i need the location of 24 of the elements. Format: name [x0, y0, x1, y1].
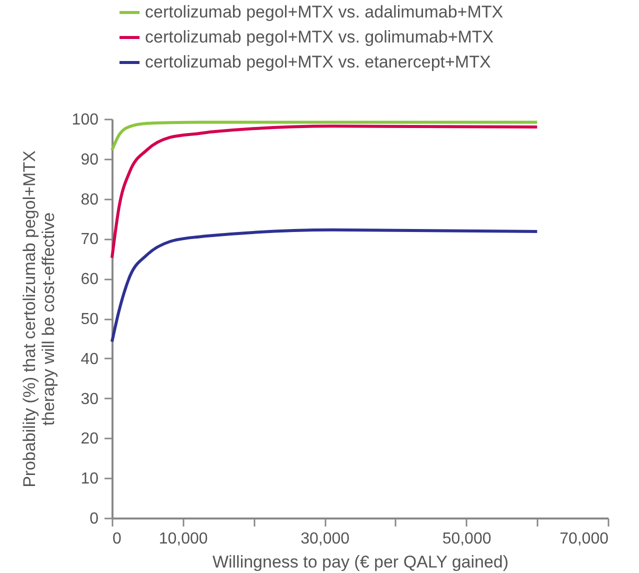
y-tick-label: 10 — [80, 470, 99, 488]
y-axis-title: Probability (%) that certolizumab pegol+MTX therapy will be cost-effective — [20, 150, 58, 488]
x-tick-label: 30,000 — [300, 530, 350, 548]
x-tick-label: 50,000 — [442, 530, 492, 548]
line-series — [110, 228, 539, 344]
y-tick-label: 80 — [80, 191, 99, 208]
legend-label: certolizumab pegol+MTX vs. golimumab+MTX — [145, 28, 494, 46]
line-series — [110, 120, 539, 152]
y-tick-label: 90 — [80, 151, 99, 168]
y-tick-label: 50 — [80, 311, 99, 328]
y-tick-label: 70 — [80, 231, 99, 248]
y-tick-label: 0 — [90, 510, 99, 528]
y-tick-label: 60 — [80, 271, 99, 288]
x-tick-label: 10,000 — [158, 530, 208, 548]
x-tick-label: 0 — [112, 530, 122, 548]
y-tick-label: 20 — [80, 430, 99, 448]
line-series — [110, 124, 539, 260]
x-tick-label: 70,000 — [560, 530, 609, 548]
legend-label: certolizumab pegol+MTX vs. adalimumab+MTX — [145, 2, 504, 22]
y-tick-label: 30 — [80, 390, 99, 408]
legend-label: certolizumab pegol+MTX vs. etanercept+MTX — [145, 52, 491, 72]
x-axis-title: Willingness to pay (€ per QALY gained) — [212, 552, 509, 572]
y-tick-label: 40 — [80, 350, 99, 368]
y-tick-label: 100 — [72, 112, 99, 128]
